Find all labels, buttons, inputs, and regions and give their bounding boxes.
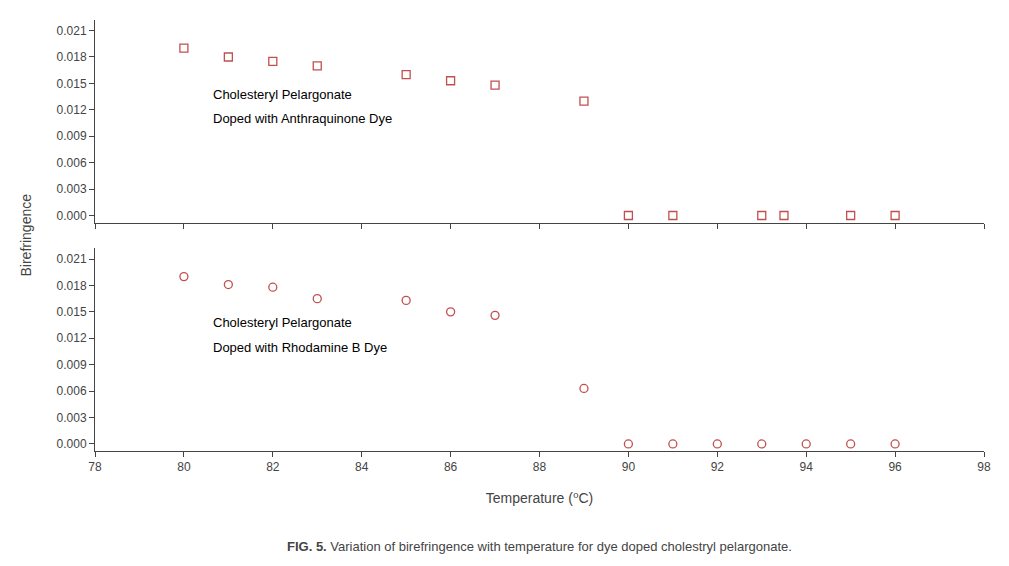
svg-text:92: 92 xyxy=(711,460,725,474)
svg-text:0.021: 0.021 xyxy=(57,24,87,38)
svg-text:78: 78 xyxy=(88,460,102,474)
svg-text:Doped with Anthraquinone Dye: Doped with Anthraquinone Dye xyxy=(213,111,392,126)
svg-text:Cholesteryl Pelargonate: Cholesteryl Pelargonate xyxy=(213,315,352,330)
svg-text:0.003: 0.003 xyxy=(57,411,87,425)
svg-text:94: 94 xyxy=(800,460,814,474)
svg-text:0.003: 0.003 xyxy=(57,182,87,196)
svg-text:Doped with Rhodamine B Dye: Doped with Rhodamine B Dye xyxy=(213,340,387,355)
svg-text:Cholesteryl Pelargonate: Cholesteryl Pelargonate xyxy=(213,87,352,102)
svg-text:0.000: 0.000 xyxy=(57,437,87,451)
svg-text:96: 96 xyxy=(888,460,902,474)
svg-text:90: 90 xyxy=(622,460,636,474)
svg-text:0.006: 0.006 xyxy=(57,156,87,170)
svg-text:Birefringence: Birefringence xyxy=(18,194,34,277)
svg-text:0.018: 0.018 xyxy=(57,279,87,293)
svg-text:98: 98 xyxy=(977,460,991,474)
svg-text:0.018: 0.018 xyxy=(57,50,87,64)
svg-text:0.015: 0.015 xyxy=(57,305,87,319)
svg-text:0.021: 0.021 xyxy=(57,252,87,266)
svg-text:0.009: 0.009 xyxy=(57,129,87,143)
svg-text:80: 80 xyxy=(177,460,191,474)
svg-text:0.012: 0.012 xyxy=(57,103,87,117)
svg-text:0.015: 0.015 xyxy=(57,77,87,91)
svg-text:0.006: 0.006 xyxy=(57,384,87,398)
svg-text:88: 88 xyxy=(533,460,547,474)
svg-text:86: 86 xyxy=(444,460,458,474)
svg-text:0.009: 0.009 xyxy=(57,358,87,372)
svg-text:Temperature (⁰C): Temperature (⁰C) xyxy=(486,490,594,506)
svg-text:84: 84 xyxy=(355,460,369,474)
svg-text:82: 82 xyxy=(266,460,280,474)
svg-text:0.000: 0.000 xyxy=(57,209,87,223)
svg-text:FIG. 5. Variation of birefring: FIG. 5. Variation of birefringence with … xyxy=(287,539,792,554)
svg-text:0.012: 0.012 xyxy=(57,331,87,345)
